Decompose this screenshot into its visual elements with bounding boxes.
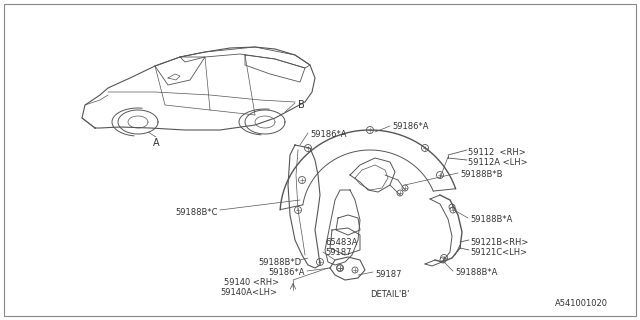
Circle shape <box>450 207 456 213</box>
Circle shape <box>294 206 301 213</box>
Text: 59112  <RH>: 59112 <RH> <box>468 148 525 157</box>
Text: 59187: 59187 <box>325 248 351 257</box>
Text: A541001020: A541001020 <box>555 299 608 308</box>
Text: 59121B<RH>: 59121B<RH> <box>470 238 529 247</box>
Text: 59188B*D: 59188B*D <box>258 258 301 267</box>
Text: 59187: 59187 <box>375 270 401 279</box>
Text: 59112A <LH>: 59112A <LH> <box>468 158 527 167</box>
Circle shape <box>402 185 408 191</box>
Text: 59140 <RH>: 59140 <RH> <box>224 278 279 287</box>
Text: 59140A<LH>: 59140A<LH> <box>220 288 277 297</box>
Circle shape <box>337 265 343 271</box>
Circle shape <box>440 257 446 263</box>
Circle shape <box>298 177 305 183</box>
Circle shape <box>305 145 312 151</box>
Circle shape <box>337 265 344 271</box>
Circle shape <box>352 267 358 273</box>
Circle shape <box>422 145 429 151</box>
Circle shape <box>317 259 323 266</box>
Circle shape <box>440 254 447 261</box>
Text: 59186*A: 59186*A <box>392 122 429 131</box>
Text: 59188B*C: 59188B*C <box>175 208 218 217</box>
Circle shape <box>449 204 455 210</box>
Text: 59188B*B: 59188B*B <box>460 170 502 179</box>
Text: 59186*A: 59186*A <box>268 268 305 277</box>
Circle shape <box>367 126 374 133</box>
Text: 65483A: 65483A <box>325 238 357 247</box>
Text: DETAIL'B': DETAIL'B' <box>370 290 410 299</box>
Circle shape <box>397 190 403 196</box>
Circle shape <box>436 172 444 179</box>
Text: 59121C<LH>: 59121C<LH> <box>470 248 527 257</box>
Text: 59188B*A: 59188B*A <box>470 215 513 224</box>
Text: B: B <box>298 100 305 110</box>
Text: 59186*A: 59186*A <box>310 130 346 139</box>
Text: A: A <box>153 138 159 148</box>
Text: 59188B*A: 59188B*A <box>455 268 497 277</box>
